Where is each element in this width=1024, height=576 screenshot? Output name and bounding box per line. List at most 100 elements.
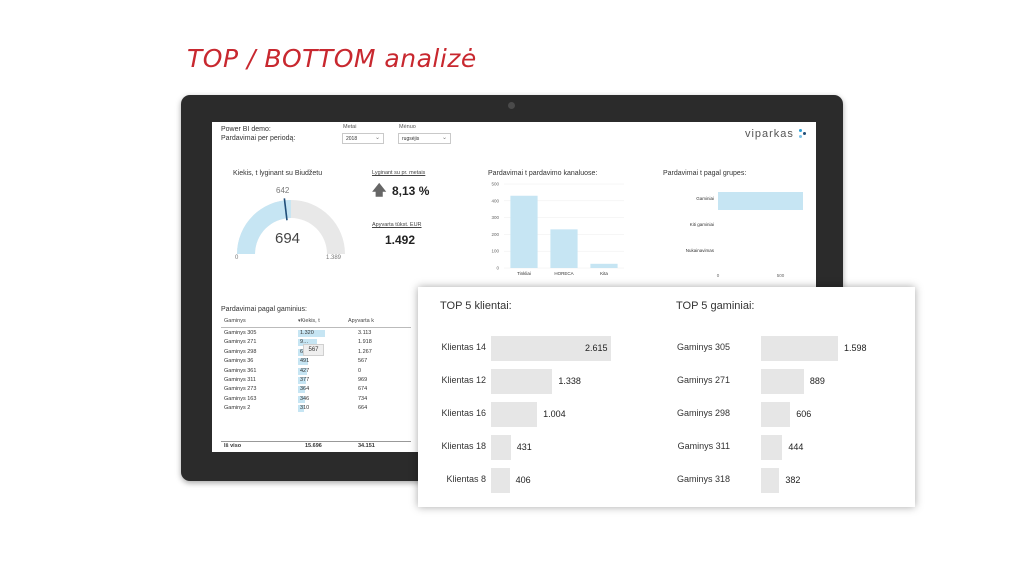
chevron-down-icon: ⌄ bbox=[441, 135, 447, 141]
x-tick-label: 0 bbox=[717, 273, 720, 278]
turnover-cell: 567 bbox=[358, 358, 368, 365]
logo-dots-icon bbox=[798, 129, 806, 139]
column-header-quantity[interactable]: ▾Kiekis, t bbox=[298, 318, 320, 324]
top5-value-label: 606 bbox=[796, 409, 812, 419]
total-turnover: 34.151 bbox=[358, 443, 375, 449]
group-bar[interactable] bbox=[718, 192, 803, 210]
product-name-cell: Gaminys 273 bbox=[224, 386, 257, 393]
table-row[interactable]: Gaminys 273 364 674 bbox=[221, 385, 411, 394]
qty-tooltip: 567 bbox=[303, 344, 324, 356]
top5-bar[interactable] bbox=[761, 402, 791, 427]
y-tick-label: 200 bbox=[491, 232, 499, 237]
turnover-cell: 3.113 bbox=[358, 330, 372, 336]
qty-cell: 427 bbox=[300, 367, 310, 374]
table-total-row: Iš viso 15.696 34.151 bbox=[221, 441, 411, 451]
column-header-turnover[interactable]: Apyvarta k bbox=[348, 318, 374, 324]
top5-value-label: 1.338 bbox=[558, 376, 581, 386]
top5-category-label: Klientas 16 bbox=[441, 408, 486, 418]
table-row[interactable]: Gaminys 36 491 567 bbox=[221, 357, 411, 366]
year-filter-label: Metai bbox=[343, 124, 357, 130]
top5-bar[interactable] bbox=[491, 369, 553, 394]
top5-value-label: 406 bbox=[515, 475, 531, 485]
qty-databar bbox=[298, 386, 306, 394]
qty-databar bbox=[298, 339, 318, 347]
qty-cell: 346 bbox=[300, 395, 310, 402]
channels-chart-title: Pardavimai t pardavimo kanaluose: bbox=[488, 170, 598, 177]
gauge-title: Kiekis, t lyginant su Biudžetu bbox=[233, 170, 323, 177]
viparkas-logo: viparkas bbox=[745, 128, 806, 140]
channel-category-label: Kita bbox=[600, 271, 608, 276]
qty-databar bbox=[298, 330, 325, 337]
gauge-value-arc bbox=[237, 200, 291, 254]
month-filter-select[interactable]: rugsėjis ⌄ bbox=[398, 133, 451, 144]
turnover-cell: 664 bbox=[358, 405, 368, 412]
qty-databar bbox=[298, 358, 309, 366]
product-table-title: Pardavimai pagal gaminius: bbox=[221, 306, 307, 313]
top5-bar[interactable] bbox=[491, 336, 611, 361]
top5-bar[interactable] bbox=[491, 468, 510, 493]
top-clients-title: TOP 5 klientai: bbox=[440, 300, 512, 312]
turnover-cell: 1.918 bbox=[358, 339, 372, 346]
top5-bar[interactable] bbox=[491, 402, 538, 427]
top5-bar[interactable] bbox=[761, 435, 783, 460]
top5-bar[interactable] bbox=[761, 369, 804, 394]
top5-bar[interactable] bbox=[491, 435, 511, 460]
qty-cell: 1.320 bbox=[300, 330, 314, 336]
kpi-turnover-title: Apyvarta tūkst. EUR bbox=[372, 222, 422, 228]
qty-databar bbox=[298, 367, 307, 375]
slide-title: TOP / BOTTOM analizė bbox=[187, 44, 477, 73]
product-name-cell: Gaminys 2 bbox=[224, 405, 251, 412]
product-name-cell: Gaminys 298 bbox=[224, 348, 257, 355]
sort-desc-icon: ▾ bbox=[298, 318, 301, 324]
qty-cell: 9… bbox=[300, 339, 309, 346]
groups-chart-title: Pardavimai t pagal grupes: bbox=[663, 170, 747, 177]
top5-value-label: 2.615 bbox=[585, 343, 608, 353]
top5-category-label: Gaminys 311 bbox=[677, 441, 730, 451]
table-row[interactable]: Gaminys 361 427 0 bbox=[221, 367, 411, 376]
product-name-cell: Gaminys 361 bbox=[224, 367, 257, 374]
y-tick-label: 500 bbox=[491, 182, 499, 187]
top5-bar[interactable] bbox=[761, 468, 780, 493]
table-row[interactable]: Gaminys 311 377 969 bbox=[221, 376, 411, 385]
top5-category-label: Klientas 14 bbox=[441, 342, 486, 352]
column-header-product[interactable]: Gaminys bbox=[224, 318, 246, 324]
product-name-cell: Gaminys 311 bbox=[224, 377, 256, 383]
channel-bar[interactable] bbox=[510, 195, 538, 268]
gauge-min-label: 0 bbox=[235, 255, 239, 261]
top5-category-label: Klientas 8 bbox=[446, 474, 486, 484]
turnover-cell: 674 bbox=[358, 386, 368, 393]
group-category-label: Nukainavimas bbox=[686, 248, 715, 253]
y-tick-label: 300 bbox=[491, 215, 499, 220]
turnover-cell: 0 bbox=[358, 367, 362, 374]
camera-icon bbox=[508, 102, 515, 109]
table-header-divider bbox=[221, 327, 411, 328]
qty-cell: 310 bbox=[300, 405, 310, 412]
table-row[interactable]: Gaminys 163 346 734 bbox=[221, 395, 411, 404]
year-filter-select[interactable]: 2018 ⌄ bbox=[342, 133, 384, 144]
turnover-cell: 734 bbox=[358, 395, 368, 402]
channel-category-label: Tinkliai bbox=[517, 271, 531, 276]
x-tick-label: 500 bbox=[777, 273, 785, 278]
table-row[interactable]: Gaminys 271 9… 1.918 bbox=[221, 338, 411, 347]
dashboard-header-title: Power BI demo: bbox=[221, 126, 271, 133]
qty-cell: 491 bbox=[300, 358, 310, 365]
top5-category-label: Gaminys 318 bbox=[676, 474, 730, 484]
channel-bar[interactable] bbox=[590, 263, 618, 268]
total-label: Iš viso bbox=[224, 443, 242, 449]
channels-bar-chart: 500 400 300 200 100 0 Tinkliai HORECA Kita bbox=[491, 182, 624, 276]
channel-category-label: HORECA bbox=[554, 271, 573, 276]
column-header-quantity-label: Kiekis, t bbox=[300, 318, 320, 324]
top5-value-label: 1.598 bbox=[844, 343, 867, 353]
table-row[interactable]: Gaminys 2 310 664 bbox=[221, 404, 411, 413]
month-filter-label: Mėnuo bbox=[399, 124, 416, 130]
arrow-up-icon: 🡅 bbox=[372, 182, 387, 198]
qty-databar bbox=[298, 377, 306, 384]
top5-bar[interactable] bbox=[761, 336, 838, 361]
channel-bar[interactable] bbox=[550, 229, 578, 268]
qty-cell: 364 bbox=[300, 386, 310, 393]
top5-value-label: 382 bbox=[785, 475, 801, 485]
dashboard-header-subtitle: Pardavimai per periodą: bbox=[221, 135, 296, 142]
qty-databar bbox=[298, 395, 306, 403]
table-row[interactable]: Gaminys 305 1.320 3.113 bbox=[221, 329, 411, 338]
top5-overlay-panel: TOP 5 klientai: TOP 5 gaminiai: Klientas… bbox=[418, 287, 915, 507]
